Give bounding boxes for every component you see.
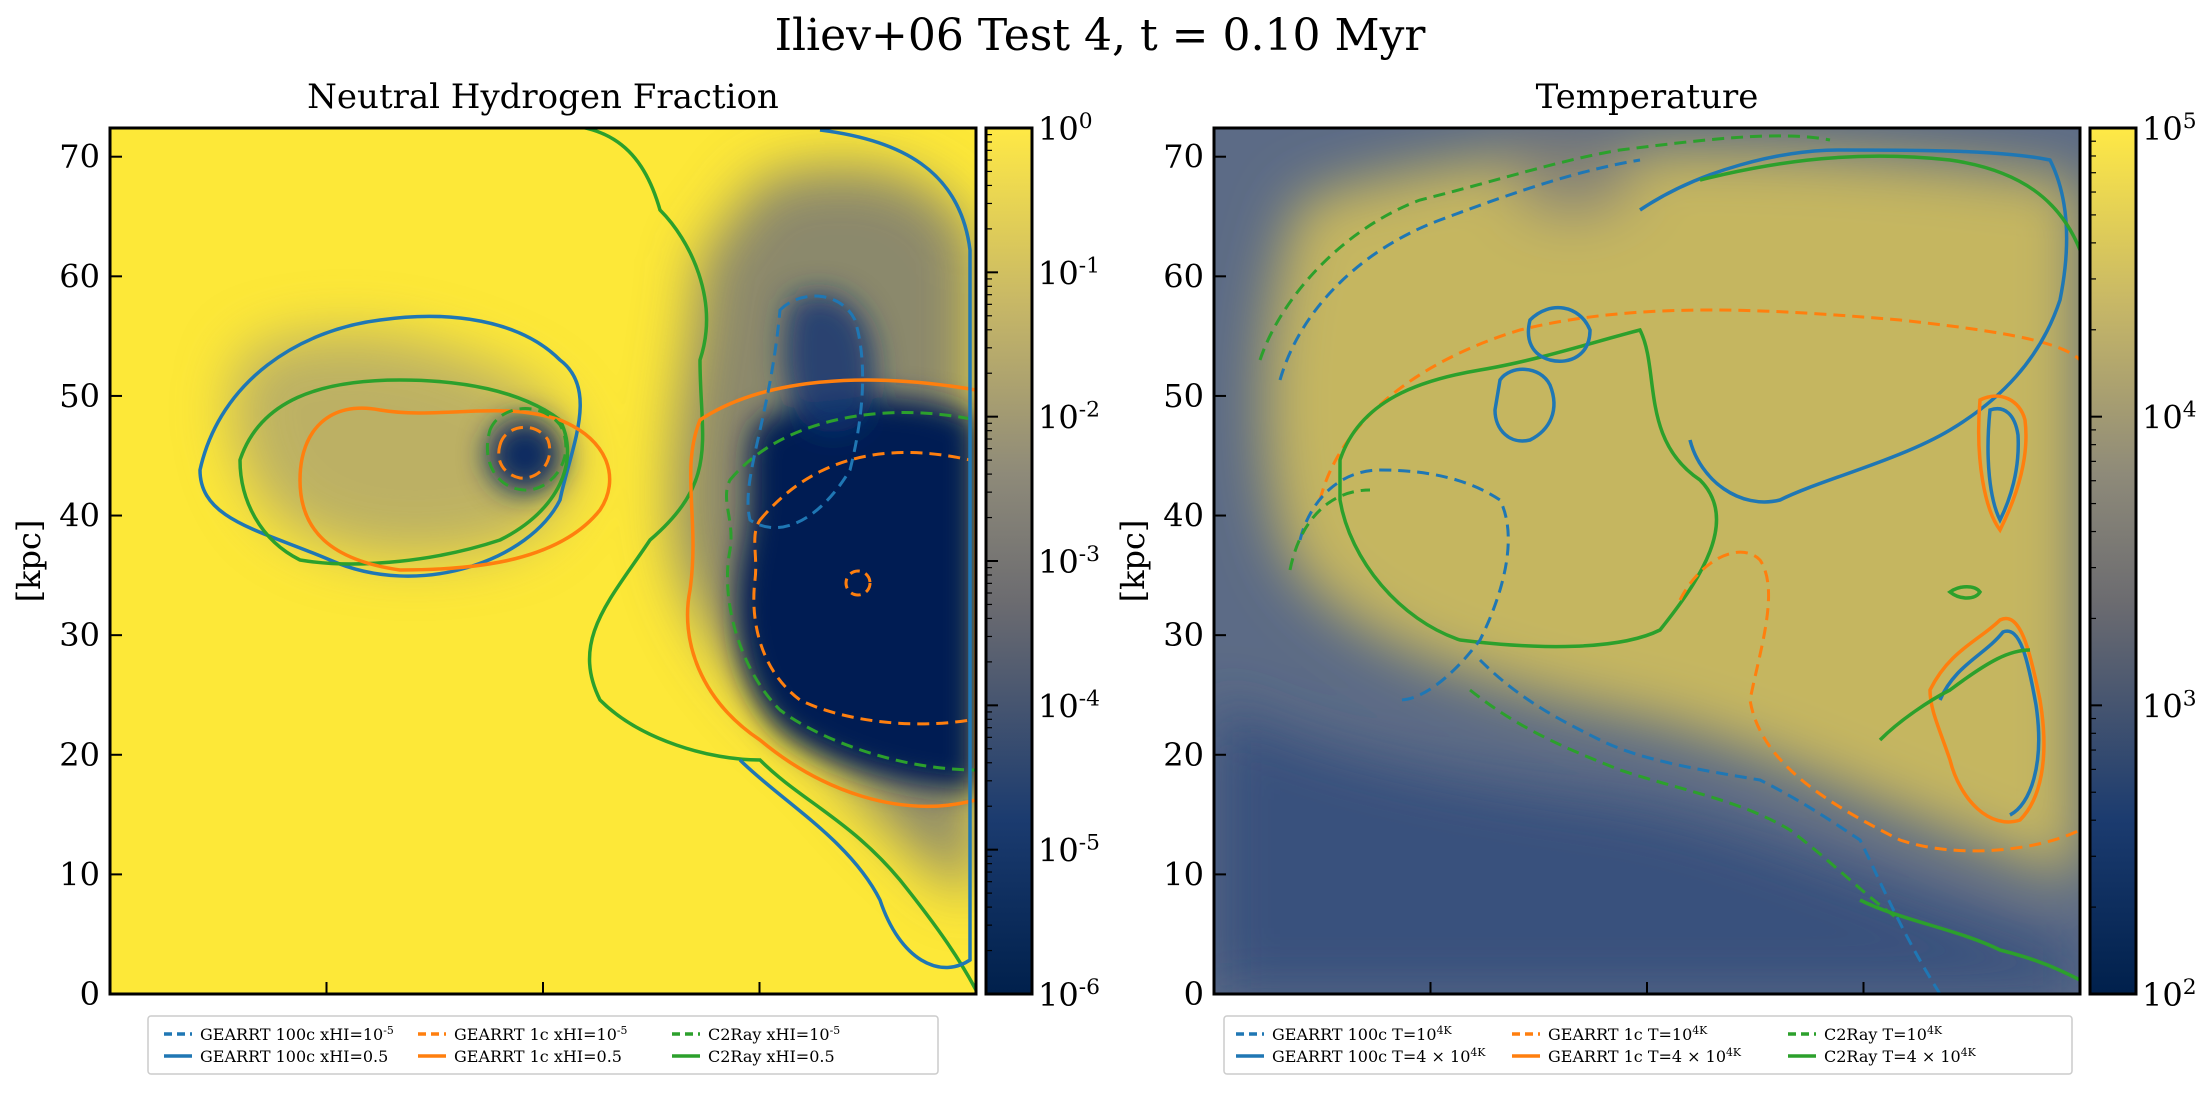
- colorbar-tick-label: 100: [1038, 109, 1093, 149]
- y-tick-label: 30: [1163, 616, 1204, 654]
- legend-label: GEARRT 1c xHI=10-5: [454, 1024, 628, 1045]
- legend-entry: GEARRT 1c T=4 × 104K: [1512, 1046, 1742, 1067]
- legend-label: GEARRT 100c T=104K: [1272, 1024, 1453, 1045]
- colorbar-tick-label: 102: [2142, 975, 2197, 1015]
- right-colorbar-ticks: 105 104 103 102: [2090, 109, 2197, 1015]
- colorbar-tick-label: 104: [2142, 397, 2197, 437]
- legend-label: GEARRT 1c xHI=0.5: [454, 1047, 622, 1066]
- colorbar-tick-label: 10-3: [1038, 542, 1100, 582]
- left-legend: GEARRT 100c xHI=10-5 GEARRT 100c xHI=0.5 G…: [147, 1015, 939, 1075]
- legend-label: C2Ray xHI=10-5: [708, 1024, 840, 1045]
- y-tick-label: 60: [1163, 257, 1204, 295]
- y-tick-label: 20: [1163, 736, 1204, 774]
- right-y-axis-label: [kpc]: [1114, 520, 1152, 603]
- y-tick-label: 20: [59, 736, 100, 774]
- legend-label: GEARRT 100c T=4 × 104K: [1272, 1046, 1486, 1067]
- legend-label: GEARRT 100c xHI=0.5: [200, 1047, 388, 1066]
- colorbar-tick-label: 10-1: [1038, 253, 1100, 293]
- colorbar-tick-label: 10-6: [1038, 975, 1100, 1015]
- legend-entry: GEARRT 1c xHI=0.5: [418, 1047, 622, 1066]
- right-panel-title: Temperature: [1536, 77, 1759, 117]
- y-tick-label: 60: [59, 257, 100, 295]
- y-tick-label: 40: [59, 497, 100, 535]
- left-y-axis: 0 10 20 30 40 50 60 70: [59, 138, 761, 1013]
- legend-label: C2Ray T=104K: [1824, 1024, 1943, 1045]
- y-tick-label: 50: [1163, 377, 1204, 415]
- colorbar-tick-label: 10-5: [1038, 830, 1100, 870]
- y-tick-label: 40: [1163, 497, 1204, 535]
- legend-label: C2Ray xHI=0.5: [708, 1047, 835, 1066]
- legend-entry: C2Ray T=104K: [1788, 1024, 1943, 1045]
- colorbar-tick-label: 103: [2142, 686, 2197, 726]
- right-colorbar: [2088, 126, 2138, 996]
- y-tick-label: 0: [1184, 975, 1204, 1013]
- legend-label: GEARRT 1c T=4 × 104K: [1548, 1046, 1742, 1067]
- legend-label: GEARRT 100c xHI=10-5: [200, 1024, 394, 1045]
- right-y-axis: 0 10 20 30 40 50 60 70: [1163, 138, 1865, 1013]
- legend-entry: GEARRT 1c xHI=10-5: [418, 1024, 628, 1045]
- y-tick-label: 70: [59, 138, 100, 176]
- y-tick-label: 10: [1163, 855, 1204, 893]
- legend-entry: C2Ray xHI=10-5: [672, 1024, 840, 1045]
- legend-entry: GEARRT 100c xHI=0.5: [164, 1047, 388, 1066]
- left-y-axis-label: [kpc]: [10, 520, 48, 603]
- colorbar-tick-label: 10-2: [1038, 397, 1100, 437]
- left-heatmap: [110, 128, 976, 994]
- figure-title: Iliev+06 Test 4, t = 0.10 Myr: [775, 10, 1427, 61]
- colorbar-tick-label: 10-4: [1038, 686, 1100, 726]
- left-colorbar-ticks: 100 10-1 10-2 10-3 10-4 10-5 10-6: [986, 109, 1100, 1015]
- legend-label: GEARRT 1c T=104K: [1548, 1024, 1708, 1045]
- legend-entry: C2Ray xHI=0.5: [672, 1047, 835, 1066]
- legend-label: C2Ray T=4 × 104K: [1824, 1046, 1977, 1067]
- y-tick-label: 0: [80, 975, 100, 1013]
- legend-entry: GEARRT 100c T=104K: [1236, 1024, 1453, 1045]
- colorbar-tick-label: 105: [2142, 109, 2197, 149]
- right-heatmap: [1214, 128, 2080, 994]
- y-tick-label: 50: [59, 377, 100, 415]
- y-tick-label: 10: [59, 855, 100, 893]
- y-tick-label: 30: [59, 616, 100, 654]
- y-tick-label: 70: [1163, 138, 1204, 176]
- legend-entry: C2Ray T=4 × 104K: [1788, 1046, 1977, 1067]
- legend-entry: GEARRT 100c xHI=10-5: [164, 1024, 394, 1045]
- legend-entry: GEARRT 100c T=4 × 104K: [1236, 1046, 1486, 1067]
- left-panel-title: Neutral Hydrogen Fraction: [307, 77, 779, 117]
- legend-entry: GEARRT 1c T=104K: [1512, 1024, 1708, 1045]
